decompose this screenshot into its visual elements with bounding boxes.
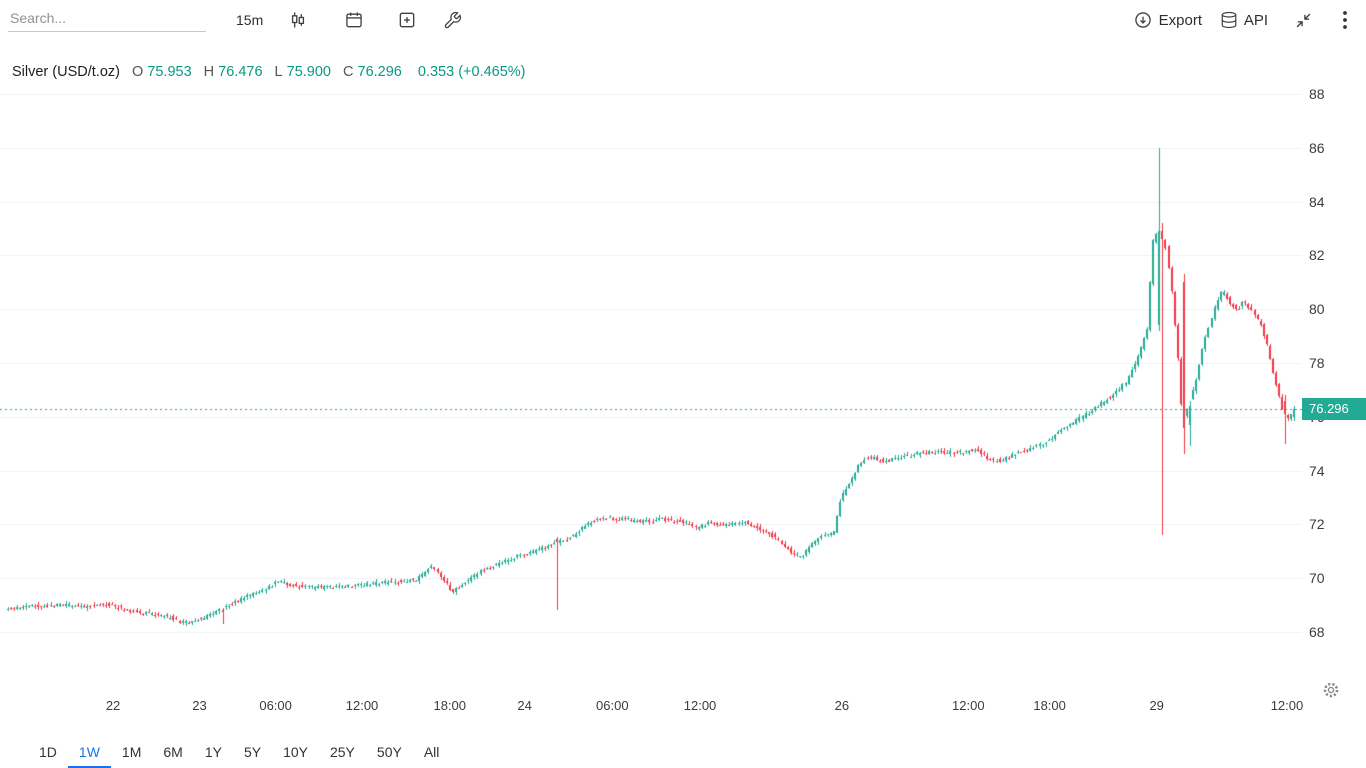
range-tab-10y[interactable]: 10Y	[272, 738, 319, 768]
time-axis-label: 29	[1149, 698, 1164, 713]
change-value: 0.353 (+0.465%)	[417, 64, 526, 80]
kebab-icon	[1342, 10, 1348, 30]
high-value: 76.476	[218, 64, 263, 80]
gear-icon	[1322, 682, 1340, 702]
range-bar: 1D 1W 1M 6M 1Y 5Y 10Y 25Y 50Y All	[0, 738, 1366, 768]
price-axis-label: 88	[1309, 86, 1325, 102]
range-tab-6m[interactable]: 6M	[152, 738, 193, 768]
interval-button[interactable]: 15m	[232, 0, 267, 40]
open-label: O	[132, 64, 144, 80]
range-tab-1w[interactable]: 1W	[67, 738, 111, 768]
price-axis-label: 84	[1309, 193, 1325, 210]
time-axis-label: 06:00	[259, 698, 292, 713]
low-label: L	[274, 64, 283, 80]
time-axis-label: 18:00	[433, 698, 467, 713]
date-range-button[interactable]	[340, 0, 368, 40]
range-tab-1d[interactable]: 1D	[28, 738, 68, 768]
close-value: 76.296	[357, 64, 402, 80]
minimize-icon	[1295, 12, 1312, 29]
more-menu-button[interactable]	[1338, 0, 1352, 40]
search-field[interactable]	[8, 5, 206, 31]
compare-button[interactable]	[393, 0, 421, 40]
time-axis-label: 23	[192, 698, 207, 713]
wrench-icon	[443, 11, 462, 30]
time-axis-label: 12:00	[1270, 698, 1304, 713]
api-button[interactable]: API	[1216, 0, 1272, 40]
export-button[interactable]: Export	[1129, 0, 1206, 40]
range-tab-25y[interactable]: 25Y	[319, 738, 366, 768]
price-axis-label: 74	[1309, 462, 1325, 479]
database-icon	[1220, 11, 1238, 29]
price-axis-label: 72	[1309, 516, 1325, 533]
price-axis-label: 80	[1309, 301, 1325, 318]
range-tab-5y[interactable]: 5Y	[233, 738, 272, 768]
candlestick-icon	[288, 10, 308, 30]
range-tab-1y[interactable]: 1Y	[194, 738, 233, 768]
price-axis-label: 68	[1309, 624, 1325, 640]
chart-legend: Silver (USD/t.oz) O 75.953 H 76.476 L 75.90…	[12, 64, 526, 80]
price-axis-label: 86	[1309, 139, 1325, 156]
price-axis-label: 78	[1309, 355, 1325, 371]
download-circle-icon	[1133, 10, 1153, 30]
interval-label: 15m	[236, 12, 264, 28]
time-axis-label: 12:00	[952, 698, 985, 713]
close-label: C	[343, 64, 354, 80]
time-axis-label: 12:00	[345, 698, 379, 713]
symbol-name: Silver (USD/t.oz)	[12, 64, 120, 80]
search-input[interactable]	[8, 5, 206, 32]
calendar-icon	[344, 10, 364, 30]
time-axis-label: 22	[105, 698, 121, 713]
current-price-tag: 76.296	[1302, 397, 1366, 420]
price-axis-label: 82	[1309, 247, 1325, 264]
minimize-button[interactable]	[1291, 0, 1316, 40]
plus-square-icon	[397, 10, 417, 30]
candlestick-chart[interactable]	[0, 40, 1302, 700]
api-label: API	[1243, 11, 1268, 29]
time-axis-label: 18:00	[1033, 698, 1066, 713]
open-value: 75.953	[147, 64, 192, 80]
time-axis-label: 24	[517, 698, 532, 713]
range-tab-all[interactable]: All	[413, 738, 451, 768]
range-tab-50y[interactable]: 50Y	[366, 738, 413, 768]
export-label: Export	[1158, 11, 1202, 29]
time-axis-label: 12:00	[683, 698, 717, 713]
chart-type-button[interactable]	[284, 0, 312, 40]
tools-button[interactable]	[439, 0, 466, 40]
low-value: 75.900	[286, 64, 331, 80]
time-axis-label: 06:00	[596, 698, 629, 713]
range-tab-1m[interactable]: 1M	[111, 738, 152, 768]
high-label: H	[203, 64, 215, 80]
toolbar: 15m Export API	[0, 0, 1366, 40]
chart-settings-button[interactable]	[1320, 679, 1342, 704]
time-axis-label: 26	[834, 698, 850, 713]
price-axis-label: 70	[1309, 570, 1325, 587]
